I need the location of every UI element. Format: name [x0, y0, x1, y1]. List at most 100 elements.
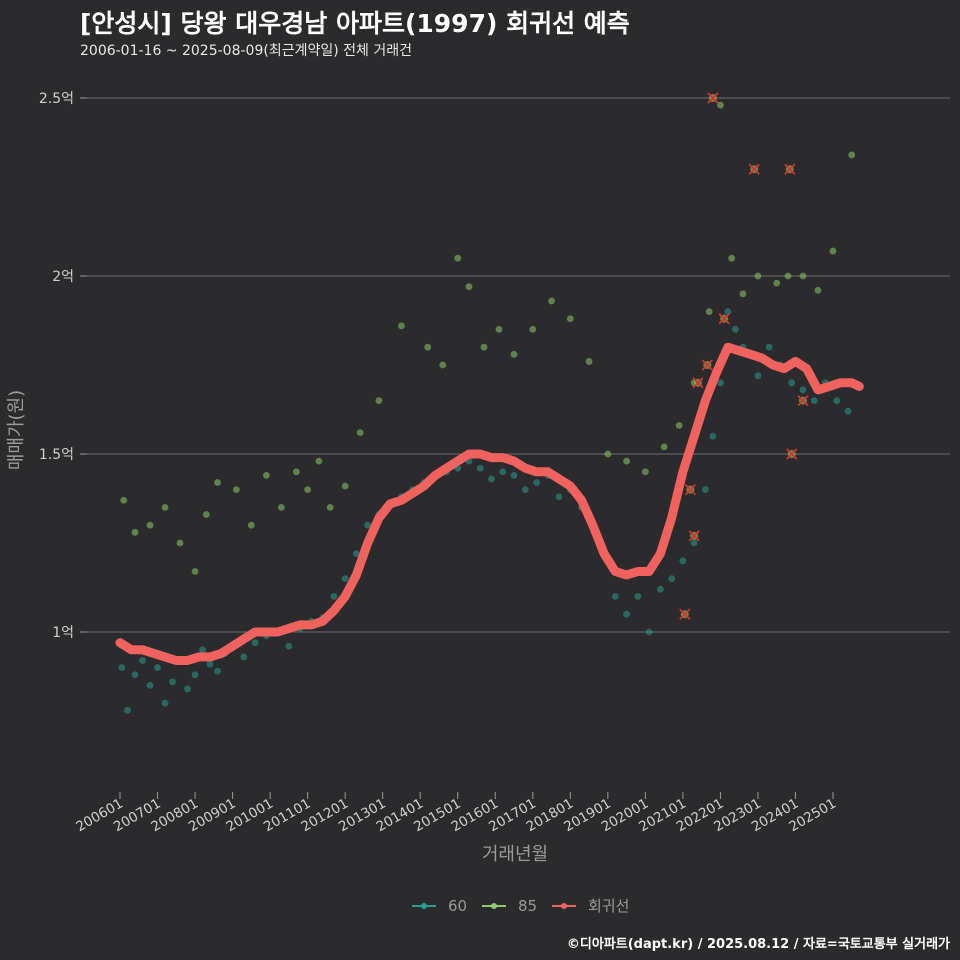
data-point: [214, 479, 221, 486]
data-point: [679, 557, 687, 565]
data-point: [724, 308, 732, 315]
y-tick-label: 2.5억: [39, 91, 74, 107]
data-point: [118, 664, 126, 671]
legend-item-regression: 회귀선: [552, 897, 629, 915]
data-point: [356, 429, 364, 437]
data-point: [604, 450, 612, 458]
data-point: [634, 593, 642, 600]
outlier-marker: [707, 92, 719, 104]
outlier-cross: [684, 483, 697, 496]
data-point: [146, 682, 154, 689]
outlier-marker: [679, 608, 691, 620]
outlier-cross: [786, 448, 798, 460]
data-point: [154, 664, 161, 671]
data-point: [480, 343, 488, 351]
series-85: [120, 101, 856, 575]
outlier-cross: [692, 377, 704, 389]
data-point: [206, 660, 214, 668]
data-point: [810, 397, 818, 404]
data-point: [784, 272, 792, 280]
data-point: [566, 315, 574, 323]
data-point: [533, 479, 540, 486]
data-point: [364, 521, 372, 529]
data-point: [262, 471, 270, 479]
y-tick-label: 1억: [52, 625, 74, 641]
data-point: [799, 272, 807, 280]
x-axis-title: 거래년월: [482, 844, 548, 865]
outlier-marker: [797, 394, 809, 407]
data-point: [641, 468, 649, 476]
y-axis: 1억 1.5억 2억 2.5억: [39, 91, 87, 641]
outlier-marker: [718, 313, 730, 325]
outlier-markers: [679, 92, 809, 620]
outlier-marker: [684, 483, 697, 496]
data-point: [176, 539, 184, 547]
data-point: [247, 521, 255, 529]
data-point: [476, 464, 484, 472]
legend-swatch-dot: [491, 903, 497, 909]
outlier-marker: [748, 163, 760, 175]
y-axis-title: 매매가(원): [6, 390, 27, 470]
data-point: [232, 486, 240, 493]
data-point: [521, 486, 529, 493]
legend-label: 60: [448, 897, 467, 915]
data-point: [454, 254, 462, 262]
data-point: [510, 350, 518, 358]
data-point: [161, 699, 169, 707]
legend-label: 회귀선: [588, 897, 629, 915]
outlier-marker: [784, 163, 796, 175]
legend-swatch-dot: [561, 903, 567, 909]
data-point: [660, 443, 668, 451]
outlier-cross: [688, 530, 700, 542]
legend: 60 85 회귀선: [412, 897, 629, 915]
outlier-marker: [786, 448, 798, 460]
data-point: [191, 568, 199, 575]
data-point: [199, 646, 206, 654]
y-tick-label: 1.5억: [39, 447, 74, 463]
scatter-points: [118, 101, 856, 714]
data-point: [499, 468, 507, 476]
data-point: [495, 326, 503, 333]
data-point: [277, 504, 285, 511]
data-point: [844, 407, 852, 415]
data-point: [131, 671, 139, 679]
data-point: [184, 685, 191, 693]
data-point: [814, 286, 822, 294]
data-point: [555, 493, 563, 501]
grid-lines: [80, 97, 950, 633]
data-point: [705, 308, 713, 315]
data-point: [146, 521, 154, 529]
data-point: [728, 254, 736, 262]
data-point: [829, 247, 837, 255]
data-point: [315, 457, 323, 465]
data-point: [510, 471, 518, 479]
data-point: [585, 358, 593, 365]
data-point: [330, 593, 338, 600]
data-point: [424, 343, 432, 351]
data-point: [754, 372, 762, 380]
data-point: [375, 397, 383, 404]
data-point: [739, 290, 747, 298]
data-point: [788, 379, 796, 387]
data-point: [717, 379, 724, 387]
data-point: [799, 386, 807, 394]
data-point: [754, 272, 762, 280]
data-point: [124, 706, 131, 714]
data-point: [240, 653, 248, 661]
chart-title: [안성시] 당왕 대우경남 아파트(1997) 회귀선 예측: [80, 9, 630, 38]
data-point: [161, 504, 169, 511]
outlier-cross: [707, 92, 719, 104]
data-point: [326, 504, 334, 511]
data-point: [675, 422, 683, 429]
data-point: [439, 361, 447, 369]
regression-line: [115, 342, 864, 665]
data-point: [169, 678, 176, 686]
data-point: [773, 279, 781, 287]
outlier-marker: [688, 530, 700, 542]
data-point: [529, 326, 537, 333]
data-point: [690, 539, 698, 547]
data-point: [304, 486, 312, 493]
data-point: [765, 343, 773, 351]
data-point: [251, 639, 259, 647]
